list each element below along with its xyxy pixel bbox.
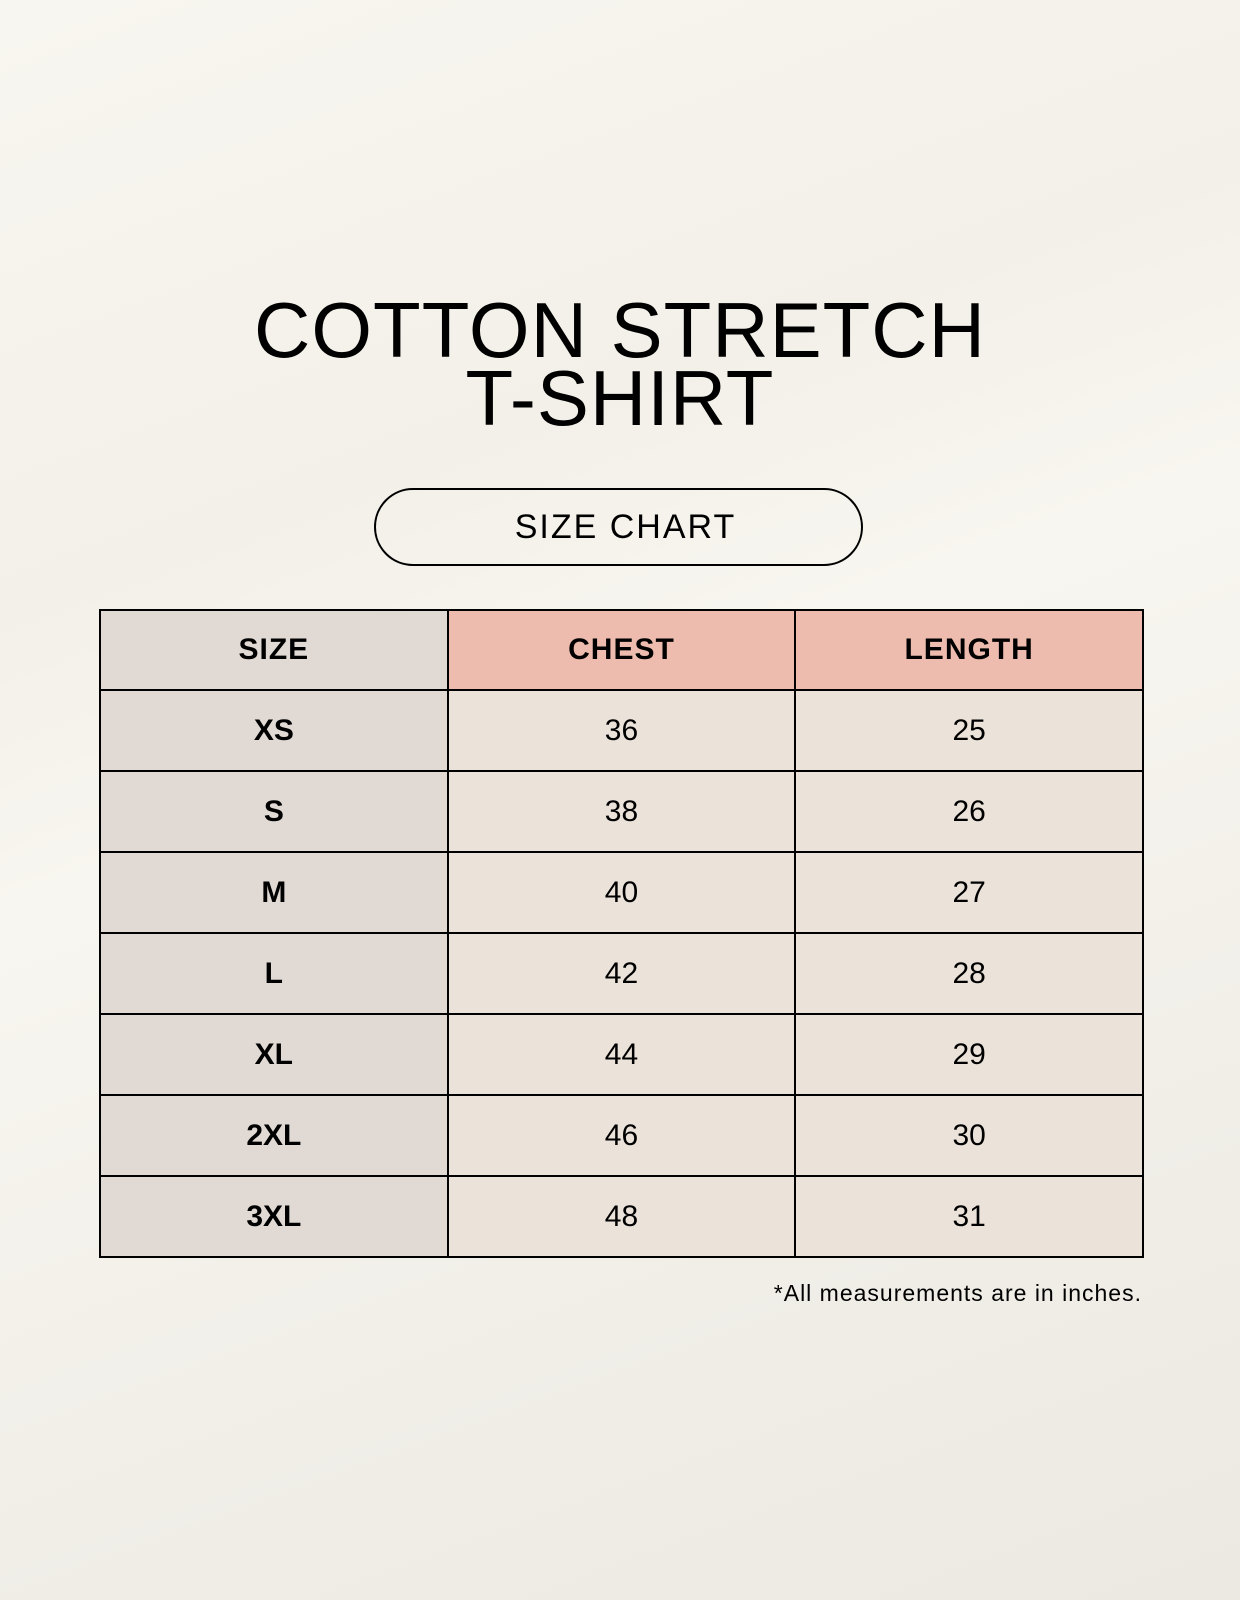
cell-chest: 38: [446, 770, 797, 853]
table-row: XL 44 29: [99, 1013, 1144, 1096]
cell-chest: 46: [446, 1094, 797, 1177]
header-chest: CHEST: [446, 609, 797, 691]
cell-size: S: [99, 770, 449, 853]
title-line-1: COTTON STRETCH: [254, 286, 986, 374]
footnote: *All measurements are in inches.: [773, 1280, 1142, 1306]
table-row: 2XL 46 30: [99, 1094, 1144, 1177]
table-header-row: SIZE CHEST LENGTH: [99, 609, 1144, 691]
cell-chest: 36: [446, 689, 797, 772]
cell-chest: 48: [446, 1175, 797, 1258]
cell-chest: 44: [446, 1013, 797, 1096]
table-row: 3XL 48 31: [99, 1175, 1144, 1258]
table-row: M 40 27: [99, 851, 1144, 934]
header-size: SIZE: [99, 609, 449, 691]
table-row: XS 36 25: [99, 689, 1144, 772]
cell-size: M: [99, 851, 449, 934]
table-row: L 42 28: [99, 932, 1144, 1015]
size-table: SIZE CHEST LENGTH XS 36 25 S 38 26 M 40 27 L 42 28 X…: [99, 609, 1144, 1258]
cell-size: 3XL: [99, 1175, 449, 1258]
cell-chest: 40: [446, 851, 797, 934]
cell-length: 26: [794, 770, 1144, 853]
cell-size: XS: [99, 689, 449, 772]
page-title: COTTON STRETCH T-SHIRT: [0, 286, 1240, 442]
table-row: S 38 26: [99, 770, 1144, 853]
cell-chest: 42: [446, 932, 797, 1015]
cell-size: 2XL: [99, 1094, 449, 1177]
cell-length: 31: [794, 1175, 1144, 1258]
header-length: LENGTH: [794, 609, 1144, 691]
cell-length: 30: [794, 1094, 1144, 1177]
size-chart-badge: SIZE CHART: [374, 488, 863, 566]
cell-length: 28: [794, 932, 1144, 1015]
cell-size: L: [99, 932, 449, 1015]
cell-length: 29: [794, 1013, 1144, 1096]
cell-size: XL: [99, 1013, 449, 1096]
title-line-2: T-SHIRT: [465, 354, 775, 442]
cell-length: 25: [794, 689, 1144, 772]
cell-length: 27: [794, 851, 1144, 934]
